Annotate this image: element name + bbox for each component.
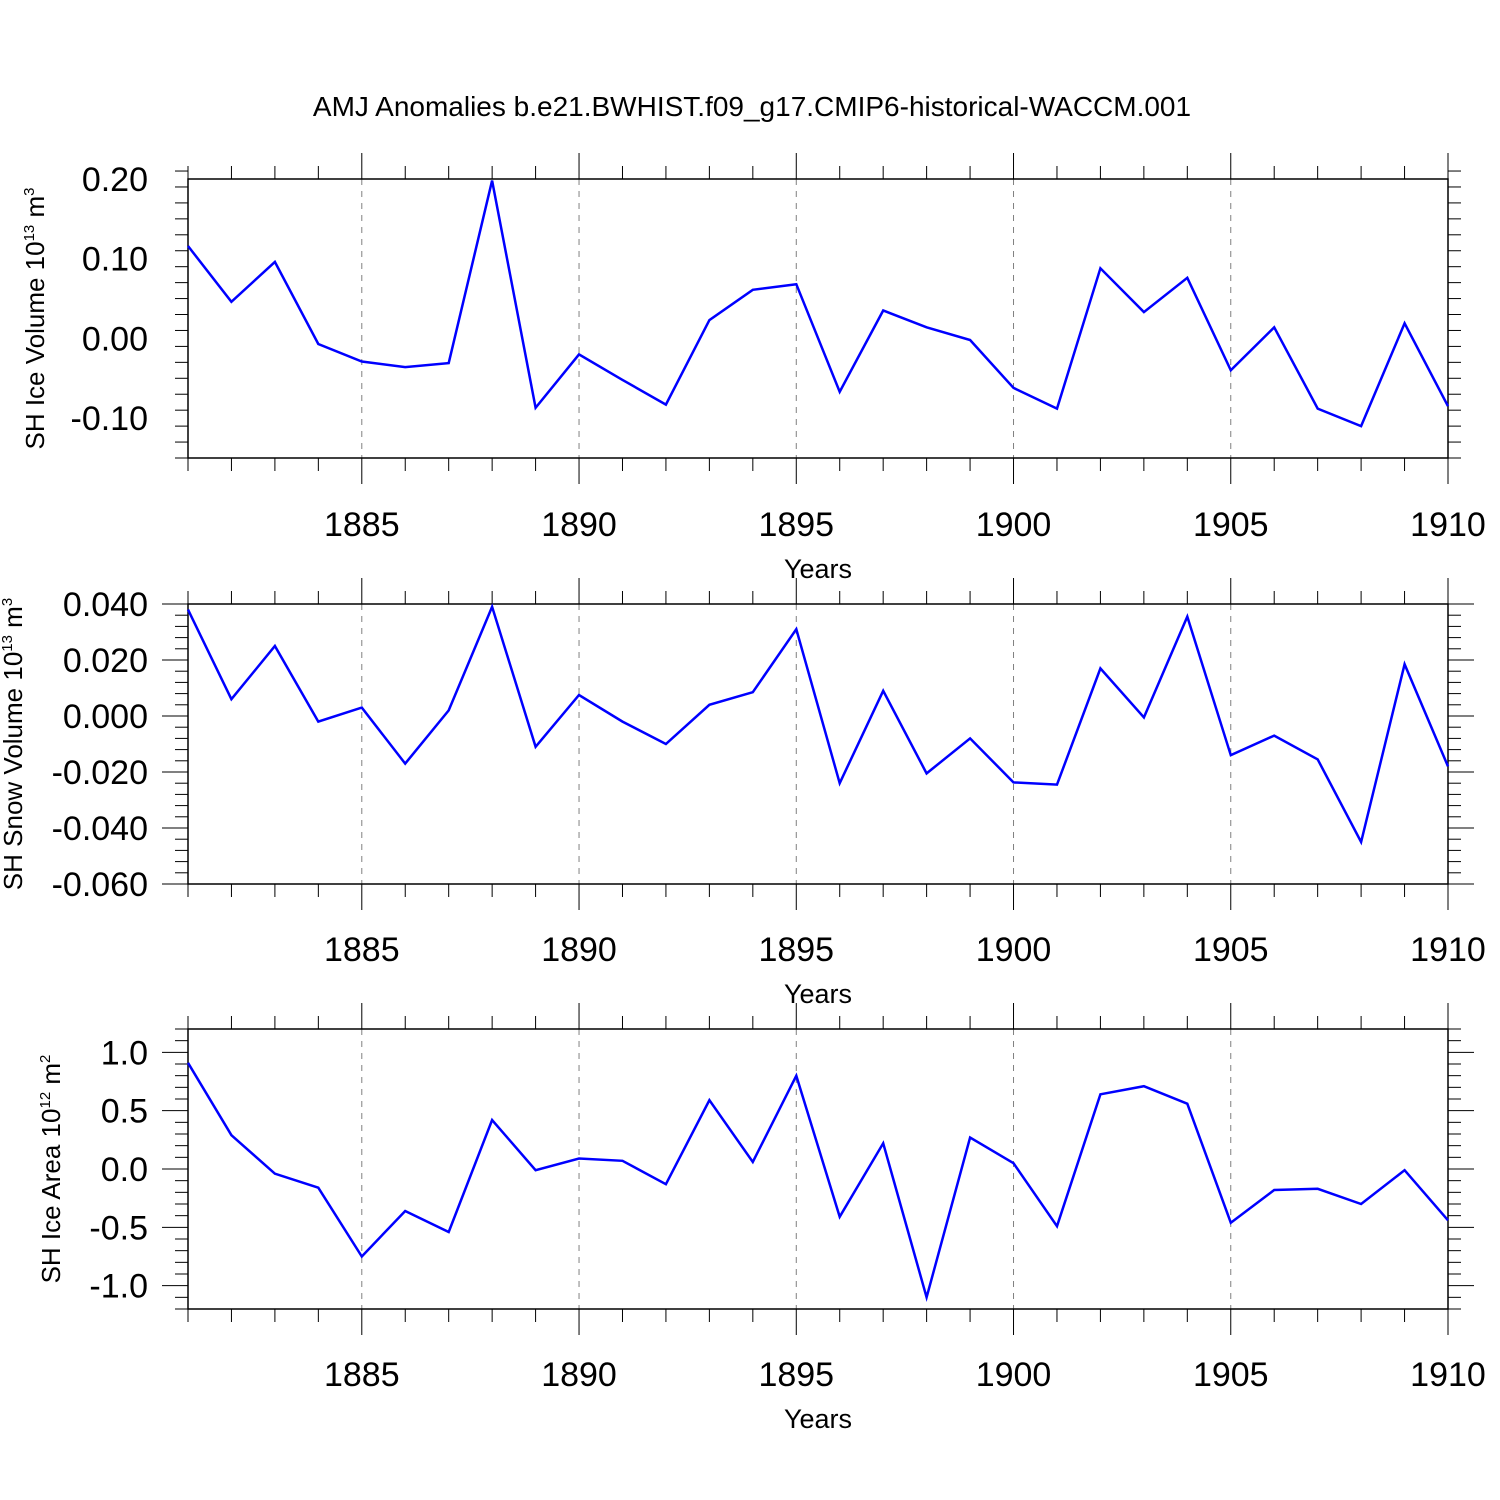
x-axis-title: Years [784, 1404, 852, 1434]
plot-frame [187, 1028, 1449, 1310]
x-tick-label: 1885 [324, 506, 400, 544]
x-axis-title: Years [784, 554, 852, 584]
y-axis-title-text: m [0, 606, 28, 635]
y-axis-title-text: SH Ice Area 10 [36, 1109, 66, 1284]
y-tick-label: -0.060 [52, 866, 148, 904]
y-axis-title-superscript: 13 [0, 635, 16, 652]
y-tick-label: 0.5 [101, 1093, 148, 1131]
y-axis-title-superscript: 3 [21, 187, 38, 195]
panel-2: -0.060 -0.040 -0.020 0.000 0.020 0.040 1885 189… [0, 578, 1486, 1009]
y-tick-label: 1.0 [101, 1034, 148, 1072]
plot-frame [187, 178, 1449, 459]
y-axis-title-superscript: 12 [37, 1092, 54, 1109]
x-tick-label: 1905 [1193, 1356, 1269, 1394]
x-tick-label: 1895 [758, 506, 834, 544]
series-line [186, 603, 1450, 846]
x-tick-label: 1910 [1410, 931, 1486, 969]
x-tick-label: 1895 [758, 931, 834, 969]
x-tick-label: 1910 [1410, 1356, 1486, 1394]
x-tick-label: 1885 [324, 931, 400, 969]
x-tick-label: 1890 [541, 1356, 617, 1394]
y-axis-title-text: m [20, 196, 50, 225]
y-tick-label: 0.00 [82, 320, 148, 358]
x-tick-label: 1895 [758, 1356, 834, 1394]
y-tick-label: -0.040 [52, 810, 148, 848]
x-tick-label: 1900 [976, 1356, 1052, 1394]
y-tick-label: -0.5 [89, 1209, 148, 1247]
x-tick-label: 1885 [324, 1356, 400, 1394]
x-axis-title: Years [784, 979, 852, 1009]
plot-frame [187, 603, 1449, 885]
y-tick-label: 0.10 [82, 241, 148, 279]
y-axis-title-text: m [36, 1063, 66, 1092]
panel-3: -1.0 -0.5 0.0 0.5 1.0 1885 1890 1895 1900 1905 191… [36, 1003, 1486, 1434]
y-axis-title: SH Ice Volume 1013 m3 [20, 187, 50, 449]
y-tick-label: 0.020 [63, 642, 148, 680]
x-tick-label: 1910 [1410, 506, 1486, 544]
series-line [186, 1062, 1449, 1302]
y-axis-title-text: SH Ice Volume 10 [20, 241, 50, 449]
y-axis-title-text: SH Snow Volume 10 [0, 652, 28, 890]
y-axis-title: SH Snow Volume 1013 m3 [0, 598, 28, 890]
x-tick-label: 1900 [976, 931, 1052, 969]
panel-1: -0.10 0.00 0.10 0.20 1885 1890 1895 1900 1905 191… [20, 153, 1486, 584]
x-tick-label: 1905 [1193, 506, 1269, 544]
y-tick-label: -0.020 [52, 754, 148, 792]
y-tick-label: 0.000 [63, 698, 148, 736]
y-tick-label: 0.20 [82, 161, 148, 199]
y-tick-label: 0.040 [63, 586, 148, 624]
series-line [187, 180, 1450, 428]
x-tick-label: 1900 [976, 506, 1052, 544]
y-axis-title-superscript: 2 [37, 1055, 54, 1063]
y-axis-title-superscript: 3 [0, 598, 16, 606]
y-tick-label: -0.10 [71, 400, 149, 438]
figure-title: AMJ Anomalies b.e21.BWHIST.f09_g17.CMIP6… [313, 91, 1191, 122]
y-tick-label: 0.0 [101, 1151, 148, 1189]
panels: -0.10 0.00 0.10 0.20 1885 1890 1895 1900 1905 191… [0, 153, 1486, 1434]
x-tick-label: 1890 [541, 931, 617, 969]
x-tick-label: 1905 [1193, 931, 1269, 969]
x-tick-label: 1890 [541, 506, 617, 544]
y-tick-label: -1.0 [89, 1268, 148, 1306]
y-axis-title-superscript: 13 [21, 225, 38, 242]
y-axis-title: SH Ice Area 1012 m2 [36, 1055, 66, 1284]
